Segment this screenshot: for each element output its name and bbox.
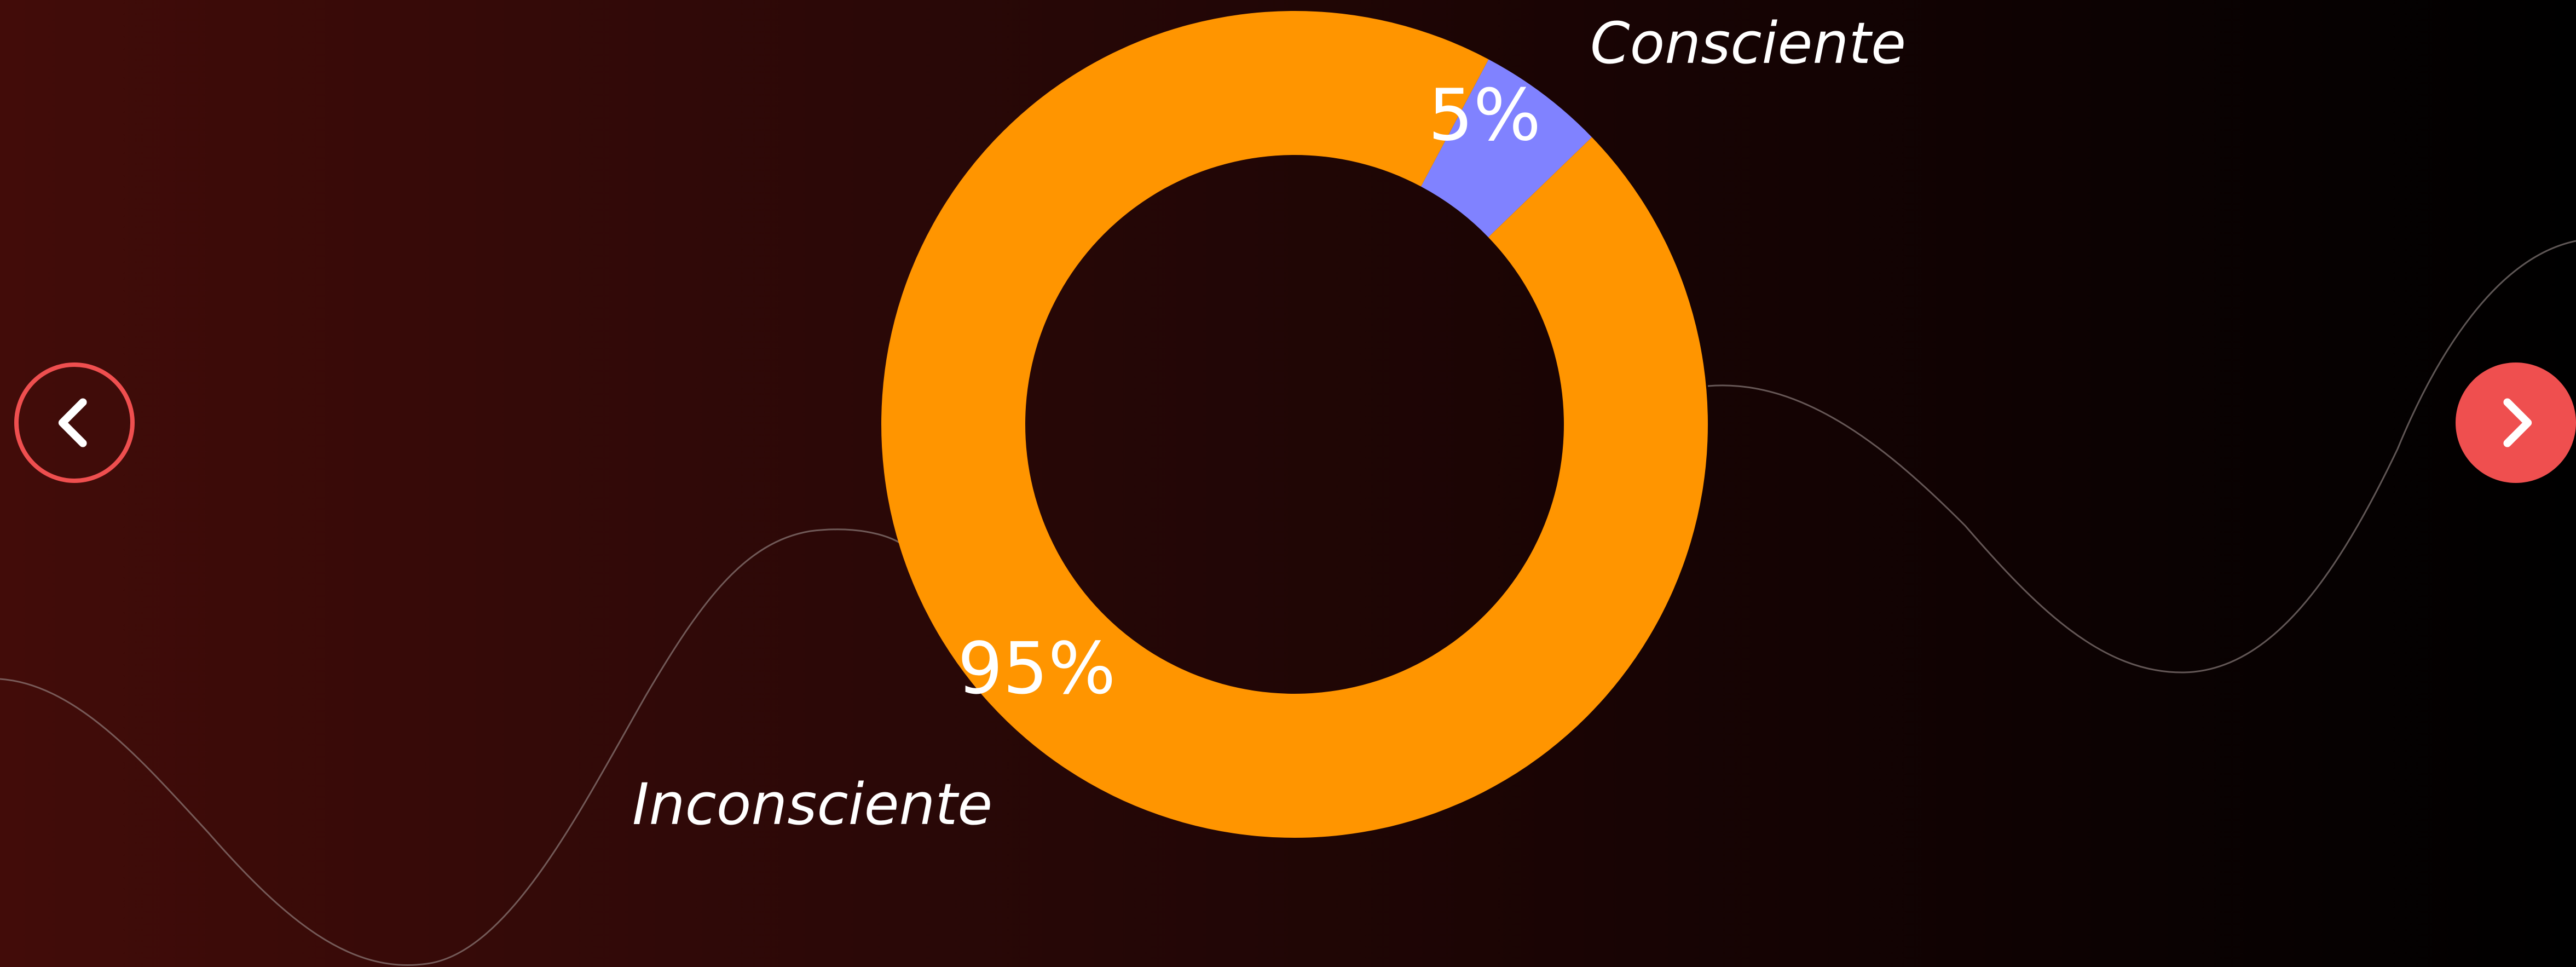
- category-label-consciente: Consciente: [1590, 10, 1906, 77]
- next-button[interactable]: [2456, 362, 2576, 483]
- chevron-right-icon: [2503, 398, 2532, 447]
- background-wave-right: [1707, 240, 2576, 674]
- chevron-left-icon: [58, 398, 87, 447]
- donut-chart: [881, 11, 1708, 838]
- slice-percent-label-inconsciente: 95%: [957, 627, 1116, 710]
- chart-labels: 5% Consciente 95% Inconsciente: [632, 10, 1906, 838]
- donut-slice-consciente: [1420, 59, 1592, 238]
- slice-percent-label-consciente: 5%: [1428, 73, 1541, 157]
- category-label-inconsciente: Inconsciente: [632, 771, 992, 838]
- donut-slice-inconsciente: [881, 11, 1708, 838]
- previous-button[interactable]: [14, 362, 135, 483]
- background-wave-left: [0, 528, 904, 966]
